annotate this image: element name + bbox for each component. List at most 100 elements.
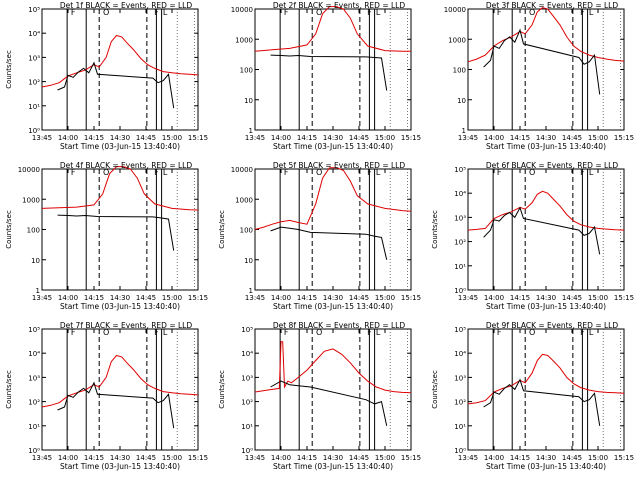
chart-svg: 13:45 14:00 14:15 14:30 14:45 15:00 15:15 10⁰ 10… bbox=[431, 161, 634, 311]
detector-panel-8: 13:45 14:00 14:15 14:30 14:45 15:00 15:15 10⁰ 10… bbox=[213, 320, 426, 480]
y-tick-label: 10¹ bbox=[28, 423, 40, 431]
interval-annotation-label: F bbox=[367, 8, 372, 17]
interval-annotation-label: L bbox=[163, 8, 168, 17]
interval-annotation-label: F bbox=[497, 168, 502, 177]
x-tick-label: 13:45 bbox=[32, 294, 52, 302]
y-tick-label: 10000 bbox=[18, 166, 40, 174]
x-tick-label: 14:30 bbox=[536, 294, 556, 302]
y-tick-label: 10⁰ bbox=[454, 447, 466, 455]
chart-title: Det 9f BLACK = Events, RED = LLD bbox=[486, 321, 619, 330]
x-axis-label: Start Time (03-Jun-15 13:40:40) bbox=[486, 462, 606, 471]
interval-annotation-label: O bbox=[103, 328, 109, 337]
interval-annotation-label: O bbox=[529, 168, 535, 177]
interval-annotation-label: F bbox=[71, 8, 76, 17]
x-tick-label: 14:15 bbox=[510, 294, 530, 302]
x-tick-label: 14:15 bbox=[84, 294, 104, 302]
x-tick-label: 14:30 bbox=[323, 294, 343, 302]
y-tick-label: 10³ bbox=[241, 374, 253, 382]
x-axis-label: Start Time (03-Jun-15 13:40:40) bbox=[60, 302, 180, 311]
y-tick-label: 10 bbox=[244, 257, 253, 265]
x-tick-label: 14:00 bbox=[58, 294, 78, 302]
x-tick-label: 14:45 bbox=[349, 454, 369, 462]
x-axis-label: Start Time (03-Jun-15 13:40:40) bbox=[60, 142, 180, 151]
series-line-events bbox=[270, 380, 388, 426]
interval-annotation-label: F bbox=[580, 168, 585, 177]
y-tick-label: 10⁴ bbox=[28, 30, 40, 38]
y-tick-label: 100 bbox=[453, 67, 466, 75]
chart-svg: 13:45 14:00 14:15 14:30 14:45 15:00 15:15 1 10 10… bbox=[218, 161, 421, 311]
y-tick-label: 1000 bbox=[235, 36, 253, 44]
y-tick-label: 1000 bbox=[22, 196, 40, 204]
interval-annotation-label: O bbox=[529, 8, 535, 17]
series-line-lld bbox=[41, 166, 199, 211]
y-tick-label: 10⁰ bbox=[454, 287, 466, 295]
chart-svg: 13:45 14:00 14:15 14:30 14:45 15:00 15:15 10⁰ 10… bbox=[5, 321, 208, 471]
interval-annotation-label: O bbox=[316, 168, 322, 177]
series-line-lld bbox=[467, 190, 625, 231]
x-tick-label: 14:30 bbox=[323, 134, 343, 142]
x-axis-label: Start Time (03-Jun-15 13:40:40) bbox=[486, 142, 606, 151]
x-tick-label: 15:00 bbox=[588, 134, 608, 142]
x-tick-label: 14:15 bbox=[84, 454, 104, 462]
y-tick-label: 100 bbox=[240, 227, 253, 235]
series-line-lld bbox=[254, 6, 411, 52]
series-line-lld bbox=[254, 167, 412, 230]
detector-panel-1: 13:45 14:00 14:15 14:30 14:45 15:00 15:15 10⁰ 10… bbox=[0, 0, 213, 160]
x-tick-label: 14:15 bbox=[510, 454, 530, 462]
chart-svg: 13:45 14:00 14:15 14:30 14:45 15:00 15:15 10⁰ 10… bbox=[218, 321, 421, 471]
x-tick-label: 14:00 bbox=[58, 134, 78, 142]
y-tick-label: 10³ bbox=[454, 214, 466, 222]
detector-panel-5: 13:45 14:00 14:15 14:30 14:45 15:00 15:15 1 10 10… bbox=[213, 160, 426, 320]
interval-annotation-label: L bbox=[163, 328, 168, 337]
y-tick-label: 1 bbox=[249, 127, 253, 135]
interval-annotation-label: F bbox=[367, 328, 372, 337]
interval-annotation-label: L bbox=[589, 168, 594, 177]
x-tick-label: 14:30 bbox=[536, 454, 556, 462]
y-tick-label: 10⁴ bbox=[454, 350, 466, 358]
x-tick-label: 14:00 bbox=[58, 454, 78, 462]
y-tick-label: 10³ bbox=[28, 54, 40, 62]
interval-annotation-label: F bbox=[71, 168, 76, 177]
x-tick-label: 13:45 bbox=[458, 134, 478, 142]
x-tick-label: 14:45 bbox=[562, 294, 582, 302]
plot-frame bbox=[41, 168, 199, 291]
x-tick-label: 14:15 bbox=[510, 134, 530, 142]
x-tick-label: 14:30 bbox=[536, 134, 556, 142]
chart-title: Det 1f BLACK = Events, RED = LLD bbox=[60, 1, 193, 10]
x-tick-label: 13:45 bbox=[32, 454, 52, 462]
y-tick-label: 10 bbox=[244, 97, 253, 105]
plot-frame bbox=[41, 8, 199, 131]
series-line-lld bbox=[41, 34, 199, 88]
chart-title: Det 6f BLACK = Events, RED = LLD bbox=[486, 161, 619, 170]
y-axis-label: Counts/sec bbox=[5, 210, 13, 249]
y-tick-label: 10² bbox=[28, 79, 40, 87]
y-axis-label: Counts/sec bbox=[431, 370, 439, 409]
plot-frame bbox=[254, 168, 412, 291]
series-line-lld bbox=[467, 353, 625, 405]
interval-annotation-label: L bbox=[376, 168, 381, 177]
x-tick-label: 14:45 bbox=[136, 134, 156, 142]
interval-annotation-label: F bbox=[580, 8, 585, 17]
y-tick-label: 10⁵ bbox=[28, 326, 40, 334]
plot-frame bbox=[467, 8, 625, 131]
y-tick-label: 1000 bbox=[448, 36, 466, 44]
y-tick-label: 10⁰ bbox=[28, 447, 40, 455]
y-tick-label: 1 bbox=[462, 127, 466, 135]
y-axis-label: Counts/sec bbox=[218, 370, 226, 409]
y-tick-label: 10¹ bbox=[241, 423, 253, 431]
x-tick-label: 15:15 bbox=[614, 294, 634, 302]
y-tick-label: 10² bbox=[454, 399, 466, 407]
x-tick-label: 15:00 bbox=[588, 294, 608, 302]
y-tick-label: 10⁴ bbox=[454, 190, 466, 198]
x-tick-label: 15:00 bbox=[162, 454, 182, 462]
y-axis-label: Counts/sec bbox=[5, 50, 13, 89]
interval-annotation-label: F bbox=[367, 168, 372, 177]
x-tick-label: 14:45 bbox=[136, 454, 156, 462]
x-axis-label: Start Time (03-Jun-15 13:40:40) bbox=[60, 462, 180, 471]
x-tick-label: 15:15 bbox=[614, 134, 634, 142]
interval-annotation-label: L bbox=[589, 8, 594, 17]
interval-annotation-label: O bbox=[316, 328, 322, 337]
interval-annotation-label: L bbox=[163, 168, 168, 177]
x-tick-label: 14:00 bbox=[484, 134, 504, 142]
